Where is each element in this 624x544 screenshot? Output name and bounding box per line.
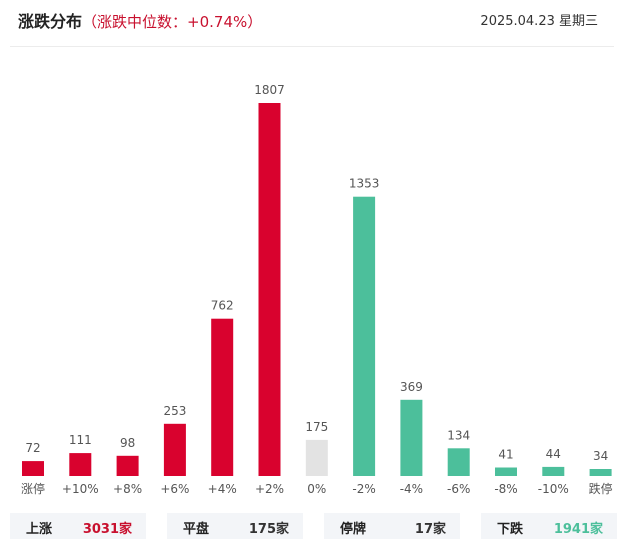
bar-9	[447, 448, 470, 476]
bar-0	[22, 461, 44, 476]
value-label-8: 369	[400, 380, 423, 394]
category-label-8: -4%	[400, 482, 423, 496]
category-label-11: -10%	[538, 482, 569, 496]
chart-title: 涨跌分布（涨跌中位数：+0.74%）	[18, 8, 262, 32]
value-label-5: 1807	[254, 83, 285, 97]
category-label-4: +4%	[208, 482, 237, 496]
median-change-subtitle: （涨跌中位数：+0.74%）	[82, 13, 263, 31]
summary-up: 上涨 3031家	[10, 513, 146, 539]
summary-up-value: 3031家	[82, 522, 132, 537]
summary-suspended: 停牌 17家	[324, 513, 460, 539]
value-label-12: 34	[593, 449, 608, 463]
bar-4	[211, 318, 234, 476]
bar-5	[258, 103, 281, 476]
value-label-3: 253	[163, 404, 186, 418]
category-label-0: 涨停	[21, 481, 45, 496]
bar-2	[116, 455, 139, 476]
distribution-bar-chart: 72 涨停 111 +10% 98 +8% 253 +6% 762 +4% 1807 +2% 175 0%…	[21, 83, 613, 496]
value-label-4: 762	[211, 299, 234, 313]
summary-down: 下跌 1941家	[481, 513, 617, 539]
value-label-9: 134	[447, 428, 470, 442]
bar-11	[542, 466, 565, 476]
title-text: 涨跌分布	[18, 12, 83, 31]
category-label-2: +8%	[113, 482, 142, 496]
summary-suspended-value: 17家	[414, 522, 446, 537]
bar-6	[305, 439, 328, 476]
summary-up-label: 上涨	[26, 522, 53, 537]
summary-bar: 上涨 3031家 平盘 175家 停牌 17家 下跌 1941家	[0, 510, 624, 544]
category-label-6: 0%	[307, 482, 326, 496]
bar-1	[69, 453, 92, 476]
category-label-5: +2%	[255, 482, 284, 496]
bar-8	[400, 399, 423, 476]
summary-suspended-label: 停牌	[340, 522, 367, 537]
category-label-7: -2%	[352, 482, 375, 496]
category-label-12: 跌停	[589, 481, 613, 496]
header-divider	[10, 46, 614, 47]
summary-down-label: 下跌	[497, 522, 524, 537]
value-label-1: 111	[69, 433, 92, 447]
bar-12	[589, 469, 612, 476]
value-label-0: 72	[25, 441, 40, 455]
bar-10	[495, 467, 517, 476]
value-label-7: 1353	[349, 177, 380, 191]
summary-flat-value: 175家	[248, 522, 289, 537]
bar-7	[353, 196, 376, 476]
bar-3	[163, 423, 186, 476]
value-label-10: 41	[498, 448, 513, 462]
category-label-9: -6%	[447, 482, 470, 496]
chart-header: 涨跌分布（涨跌中位数：+0.74%） 2025.04.23 星期三	[0, 0, 624, 46]
summary-flat: 平盘 175家	[167, 513, 303, 539]
value-label-11: 44	[546, 447, 561, 461]
category-label-10: -8%	[494, 482, 517, 496]
summary-flat-label: 平盘	[183, 522, 210, 537]
category-label-1: +10%	[62, 482, 99, 496]
value-label-6: 175	[305, 420, 328, 434]
summary-down-value: 1941家	[553, 522, 603, 537]
date-label: 2025.04.23 星期三	[480, 14, 598, 29]
category-label-3: +6%	[160, 482, 189, 496]
value-label-2: 98	[120, 436, 135, 450]
